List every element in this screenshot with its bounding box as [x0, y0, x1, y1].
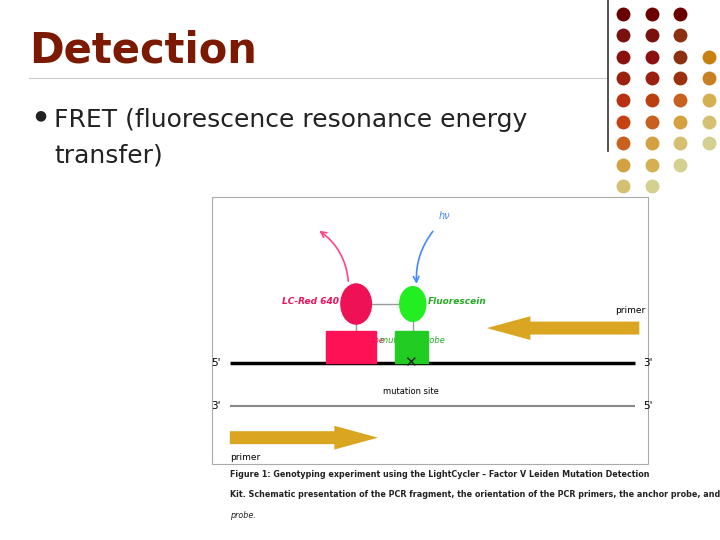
Point — [675, 74, 686, 83]
Point — [675, 31, 686, 39]
Text: ●: ● — [35, 108, 47, 122]
Point — [646, 182, 657, 191]
Point — [617, 52, 629, 61]
Text: primer: primer — [616, 306, 646, 315]
Point — [646, 160, 657, 169]
Point — [675, 160, 686, 169]
Text: FRET (fluorescence resonance energy: FRET (fluorescence resonance energy — [54, 108, 527, 132]
Point — [675, 96, 686, 104]
Ellipse shape — [341, 284, 372, 324]
Text: mutation site: mutation site — [382, 387, 438, 396]
Text: Detection: Detection — [29, 30, 256, 72]
Point — [646, 52, 657, 61]
Bar — [395, 330, 428, 363]
Text: primer: primer — [230, 453, 260, 462]
Point — [675, 139, 686, 147]
Point — [646, 74, 657, 83]
Point — [646, 9, 657, 18]
Bar — [212, 197, 648, 464]
Point — [703, 117, 715, 126]
Text: mutation probe: mutation probe — [380, 336, 445, 345]
Point — [617, 182, 629, 191]
Point — [703, 74, 715, 83]
Point — [617, 117, 629, 126]
Text: 5': 5' — [212, 358, 221, 368]
Point — [617, 74, 629, 83]
Text: Kit. Schematic presentation of the PCR fragment, the orientation of the PCR prim: Kit. Schematic presentation of the PCR f… — [230, 490, 720, 500]
Point — [703, 52, 715, 61]
Point — [617, 139, 629, 147]
Text: 5': 5' — [644, 401, 653, 410]
Point — [646, 31, 657, 39]
Text: hν: hν — [439, 211, 451, 221]
Point — [617, 160, 629, 169]
Point — [617, 9, 629, 18]
Text: transfer): transfer) — [54, 143, 163, 167]
Text: probe.: probe. — [230, 511, 256, 520]
Point — [617, 31, 629, 39]
Point — [675, 9, 686, 18]
Point — [703, 96, 715, 104]
Point — [646, 96, 657, 104]
Point — [646, 117, 657, 126]
Bar — [325, 330, 376, 363]
Text: 3': 3' — [212, 401, 221, 410]
Ellipse shape — [400, 287, 426, 321]
Text: LC-Red 640: LC-Red 640 — [282, 297, 338, 306]
Text: ✕: ✕ — [404, 355, 417, 370]
Text: Figure 1: Genotyping experiment using the LightCycler – Factor V Leiden Mutation: Figure 1: Genotyping experiment using th… — [230, 470, 649, 479]
Point — [703, 139, 715, 147]
Text: anchor probe: anchor probe — [328, 336, 384, 345]
Point — [675, 52, 686, 61]
Polygon shape — [487, 316, 639, 340]
Text: Fluorescein: Fluorescein — [428, 297, 487, 306]
Polygon shape — [230, 426, 378, 449]
Point — [675, 117, 686, 126]
Text: 3': 3' — [644, 358, 653, 368]
Point — [646, 139, 657, 147]
Point — [617, 96, 629, 104]
